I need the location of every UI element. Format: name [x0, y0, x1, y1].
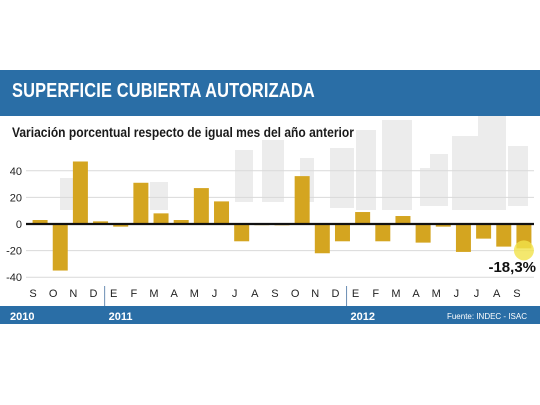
x-tick-label: M [149, 288, 158, 300]
bar [476, 224, 492, 239]
bar [72, 161, 88, 224]
last-value-annotation: -18,3% [488, 259, 536, 276]
x-tick-label: S [271, 288, 278, 300]
bar [314, 224, 330, 254]
x-tick-label: J [212, 288, 218, 300]
x-tick-label: J [232, 288, 238, 300]
x-tick-label: M [190, 288, 199, 300]
y-tick-label: 40 [10, 166, 22, 178]
highlight-marker [513, 240, 534, 261]
bar [193, 188, 209, 224]
bar [234, 224, 250, 242]
y-tick-label: -20 [6, 246, 22, 258]
x-tick-label: A [412, 288, 420, 300]
x-tick-label: J [474, 288, 480, 300]
x-tick-label: E [352, 288, 359, 300]
y-tick-label: -40 [6, 272, 22, 284]
bar [395, 216, 411, 224]
bar [93, 221, 109, 224]
bar [455, 224, 471, 252]
x-tick-label: F [372, 288, 379, 300]
bar [435, 224, 451, 227]
x-tick-label: M [432, 288, 441, 300]
y-tick-label: 20 [10, 192, 22, 204]
bar [173, 220, 189, 224]
x-tick-label: O [291, 288, 300, 300]
x-tick-label: D [331, 288, 339, 300]
y-tick-label: 0 [16, 219, 22, 231]
bar [375, 224, 391, 242]
chart-title: SUPERFICIE CUBIERTA AUTORIZADA [12, 80, 315, 102]
title-bar: SUPERFICIE CUBIERTA AUTORIZADA [0, 70, 540, 116]
bar [355, 212, 371, 224]
bar [496, 224, 512, 247]
year-bar [0, 306, 540, 324]
x-tick-label: A [493, 288, 501, 300]
bar [113, 224, 129, 227]
x-tick-label: N [311, 288, 319, 300]
chart-subtitle: Variación porcentual respecto de igual m… [12, 124, 354, 140]
x-tick-label: D [90, 288, 98, 300]
x-tick-label: F [130, 288, 137, 300]
x-tick-label: A [170, 288, 178, 300]
bar [334, 224, 350, 242]
x-tick-label: M [391, 288, 400, 300]
x-tick-label: S [513, 288, 520, 300]
bar [133, 182, 149, 224]
bar [214, 201, 230, 224]
x-tick-label: E [110, 288, 117, 300]
x-tick-label: J [454, 288, 460, 300]
x-tick-label: O [49, 288, 58, 300]
bar [52, 224, 68, 271]
bar [415, 224, 431, 243]
bar [32, 220, 48, 224]
x-tick-label: N [69, 288, 77, 300]
x-tick-label: S [29, 288, 36, 300]
bar [153, 213, 169, 224]
bar [294, 176, 310, 224]
x-tick-label: A [251, 288, 259, 300]
